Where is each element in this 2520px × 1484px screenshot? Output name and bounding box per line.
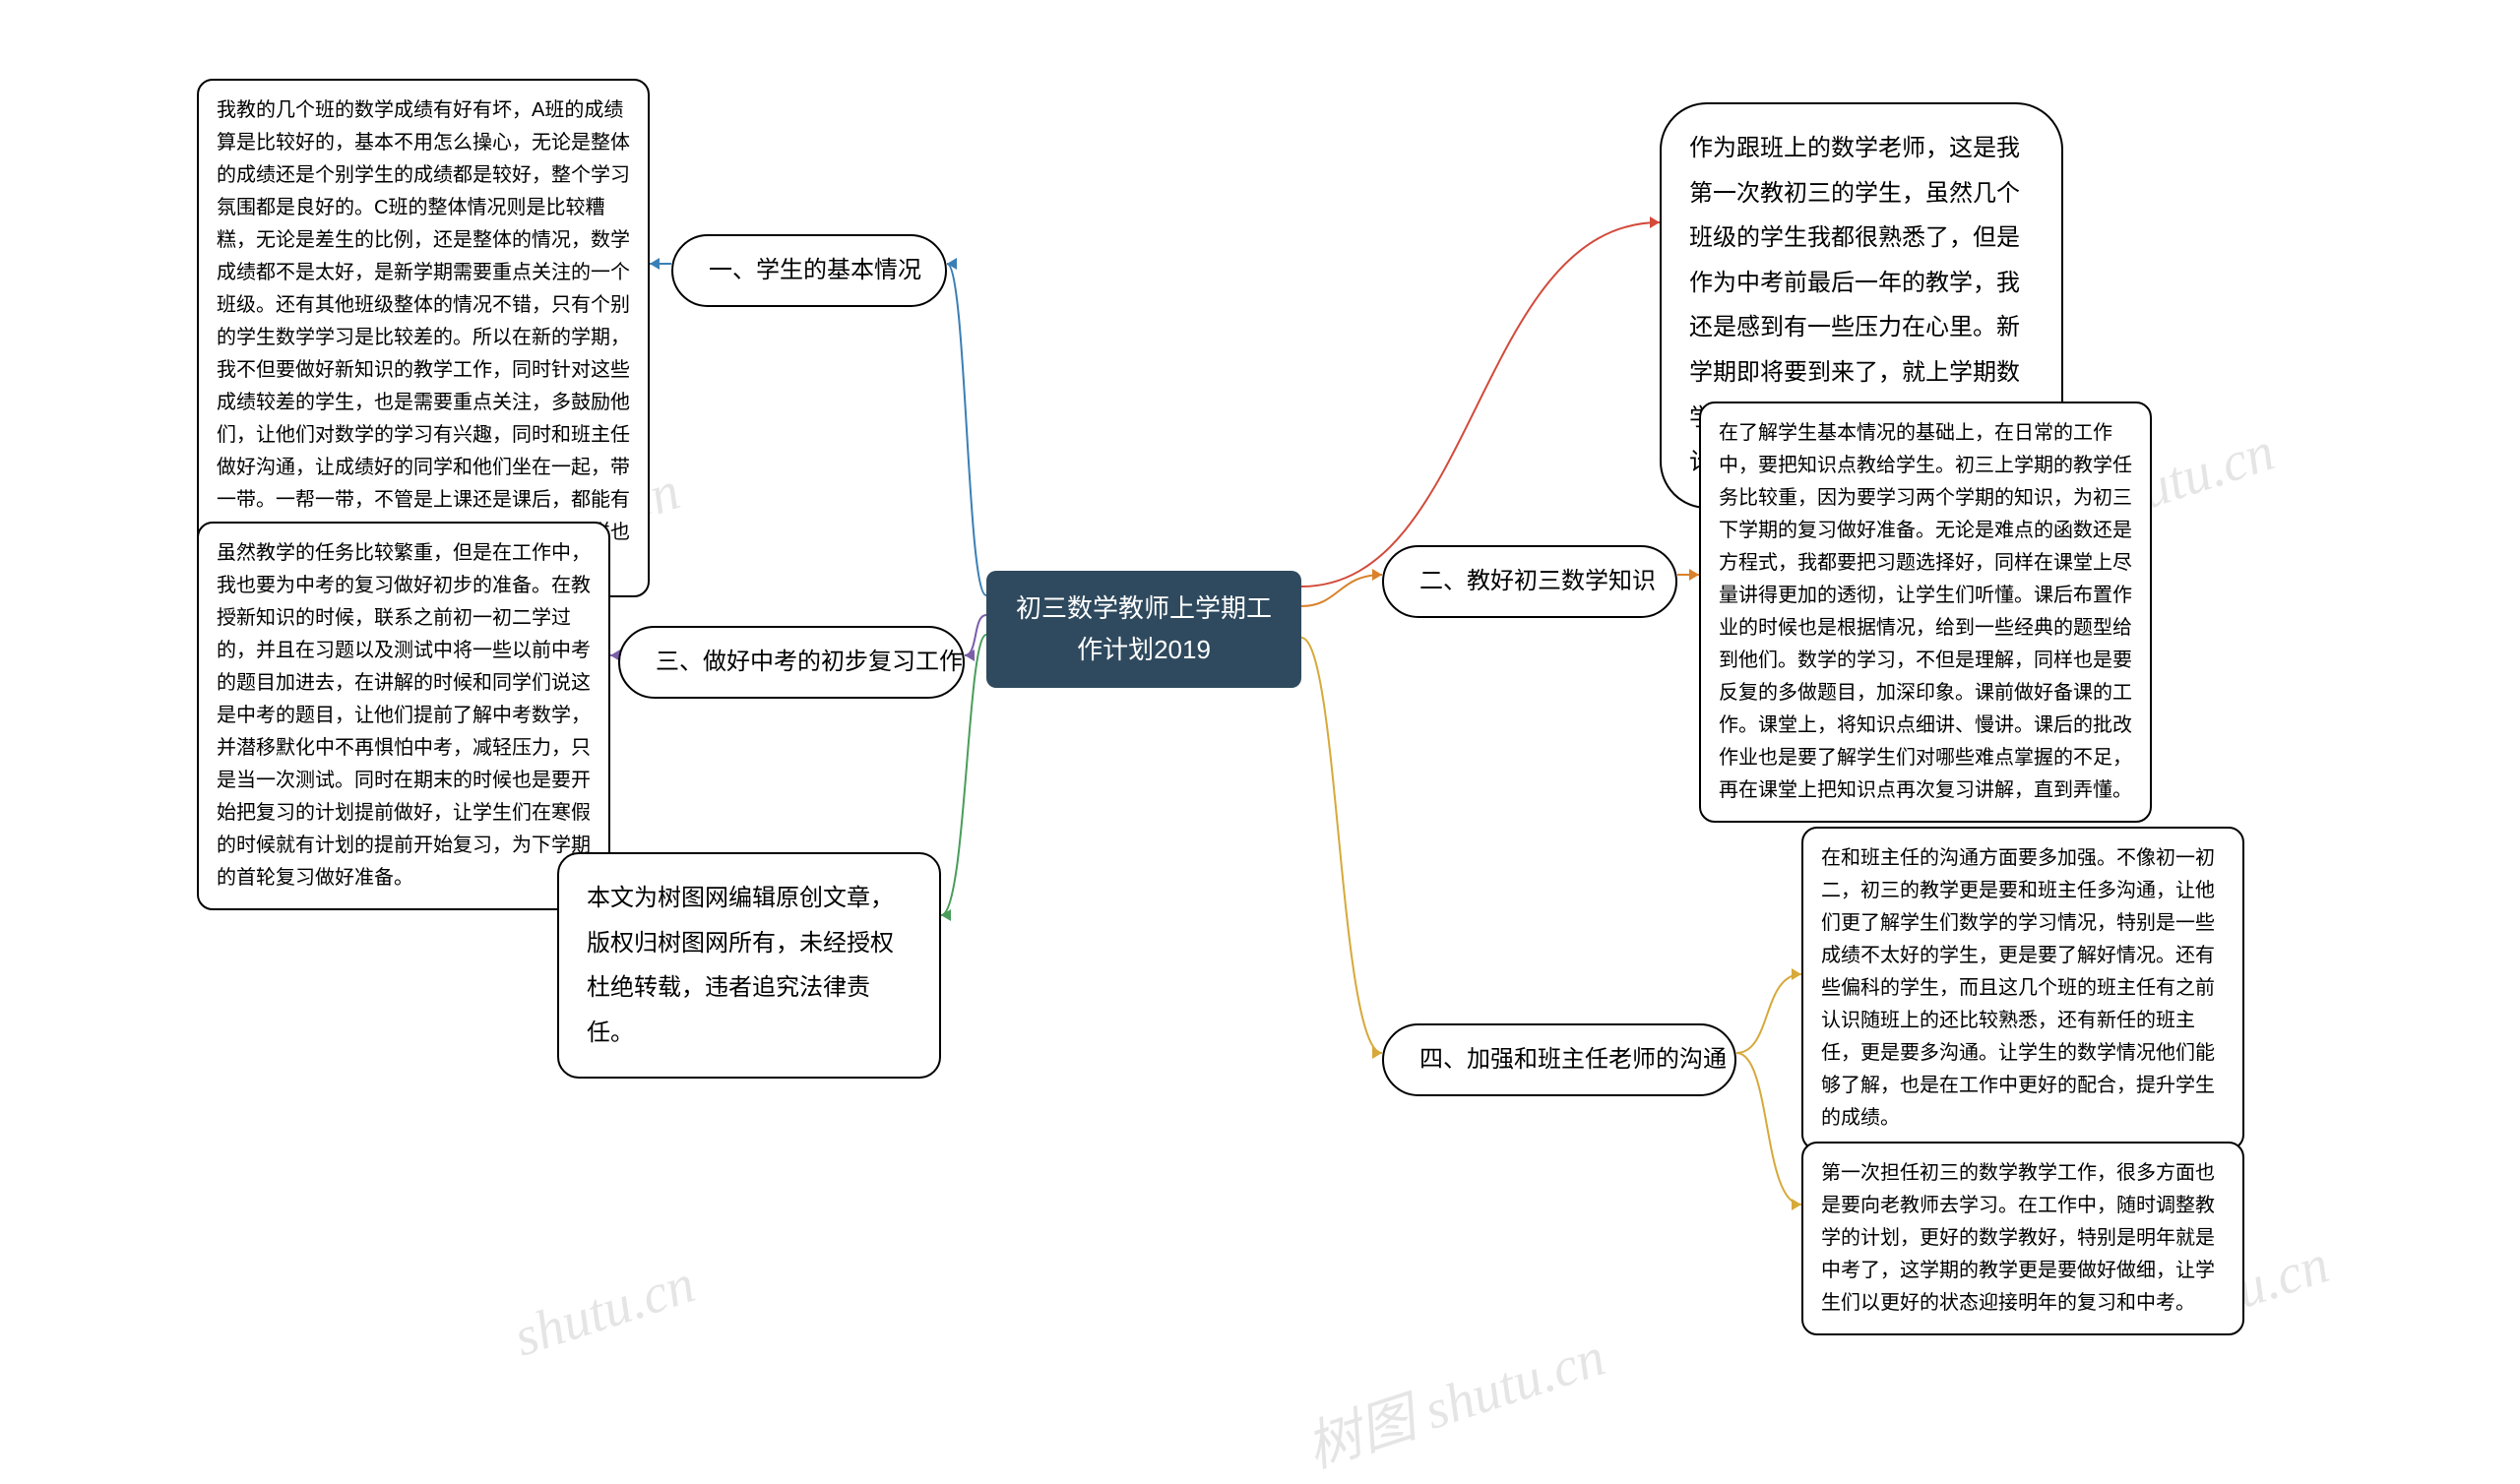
leaf-right-2a[interactable]: 在和班主任的沟通方面要多加强。不像初一初二，初三的教学更是要和班主任多沟通，让他…: [1801, 827, 2244, 1150]
leaf-left-2[interactable]: 虽然教学的任务比较繁重，但是在工作中，我也要为中考的复习做好初步的准备。在教授新…: [197, 522, 610, 910]
leaf-right-2a-text: 在和班主任的沟通方面要多加强。不像初一初二，初三的教学更是要和班主任多沟通，让他…: [1821, 847, 2215, 1129]
branch-left-2[interactable]: 三、做好中考的初步复习工作: [618, 626, 965, 699]
watermark: shutu.cn: [507, 1252, 703, 1369]
branch-right-2-label: 四、加强和班主任老师的沟通: [1419, 1046, 1727, 1073]
leaf-left-3-text: 本文为树图网编辑原创文章，版权归树图网所有，未经授权杜绝转载，违者追究法律责任。: [587, 885, 894, 1046]
leaf-right-2b-text: 第一次担任初三的数学教学工作，很多方面也是要向老教师去学习。在工作中，随时调整教…: [1821, 1162, 2215, 1314]
leaf-left-1[interactable]: 我教的几个班的数学成绩有好有坏，A班的成绩算是比较好的，基本不用怎么操心，无论是…: [197, 79, 650, 597]
leaf-left-3-copyright[interactable]: 本文为树图网编辑原创文章，版权归树图网所有，未经授权杜绝转载，违者追究法律责任。: [557, 852, 941, 1079]
leaf-right-1-text: 在了解学生基本情况的基础上，在日常的工作中，要把知识点教给学生。初三上学期的教学…: [1719, 422, 2132, 801]
branch-left-1[interactable]: 一、学生的基本情况: [671, 234, 947, 307]
leaf-left-1-text: 我教的几个班的数学成绩有好有坏，A班的成绩算是比较好的，基本不用怎么操心，无论是…: [217, 99, 630, 576]
leaf-right-1[interactable]: 在了解学生基本情况的基础上，在日常的工作中，要把知识点教给学生。初三上学期的教学…: [1699, 402, 2152, 823]
leaf-left-2-text: 虽然教学的任务比较繁重，但是在工作中，我也要为中考的复习做好初步的准备。在教授新…: [217, 542, 591, 889]
branch-left-2-label: 三、做好中考的初步复习工作: [656, 649, 963, 675]
branch-right-1[interactable]: 二、教好初三数学知识: [1382, 545, 1677, 618]
leaf-right-2b[interactable]: 第一次担任初三的数学教学工作，很多方面也是要向老教师去学习。在工作中，随时调整教…: [1801, 1142, 2244, 1335]
branch-right-2[interactable]: 四、加强和班主任老师的沟通: [1382, 1023, 1736, 1096]
branch-right-1-label: 二、教好初三数学知识: [1419, 568, 1656, 594]
watermark: 树图 shutu.cn: [1294, 1312, 1613, 1483]
central-title: 初三数学教师上学期工作计划2019: [1016, 593, 1272, 664]
central-node[interactable]: 初三数学教师上学期工作计划2019: [986, 571, 1301, 688]
mindmap-canvas: 树图 shutu.cn 树图 shutu.cn shutu.cn 树图 shut…: [0, 0, 2520, 1424]
branch-left-1-label: 一、学生的基本情况: [709, 257, 921, 283]
